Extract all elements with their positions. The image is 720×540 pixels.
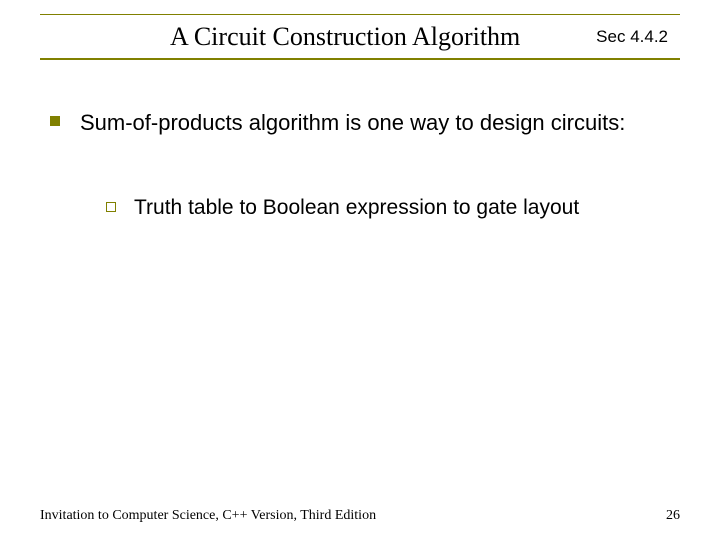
- bullet-sub-text: Truth table to Boolean expression to gat…: [134, 194, 579, 222]
- header-row: A Circuit Construction Algorithm Sec 4.4…: [40, 20, 680, 54]
- footer: Invitation to Computer Science, C++ Vers…: [40, 508, 680, 524]
- section-reference: Sec 4.4.2: [596, 27, 668, 47]
- page-number: 26: [666, 508, 680, 524]
- header-rule-bottom: [40, 58, 680, 60]
- bullet-marker-hollow: [106, 202, 116, 212]
- bullet-main-text: Sum-of-products algorithm is one way to …: [80, 108, 625, 138]
- bullet-marker-filled: [50, 116, 60, 126]
- footer-text: Invitation to Computer Science, C++ Vers…: [40, 508, 376, 524]
- slide-title: A Circuit Construction Algorithm: [170, 22, 520, 52]
- slide: A Circuit Construction Algorithm Sec 4.4…: [0, 0, 720, 540]
- bullet-sub: Truth table to Boolean expression to gat…: [106, 194, 670, 222]
- header-rule-top: [40, 14, 680, 15]
- content-area: Sum-of-products algorithm is one way to …: [50, 108, 670, 222]
- bullet-main: Sum-of-products algorithm is one way to …: [50, 108, 670, 138]
